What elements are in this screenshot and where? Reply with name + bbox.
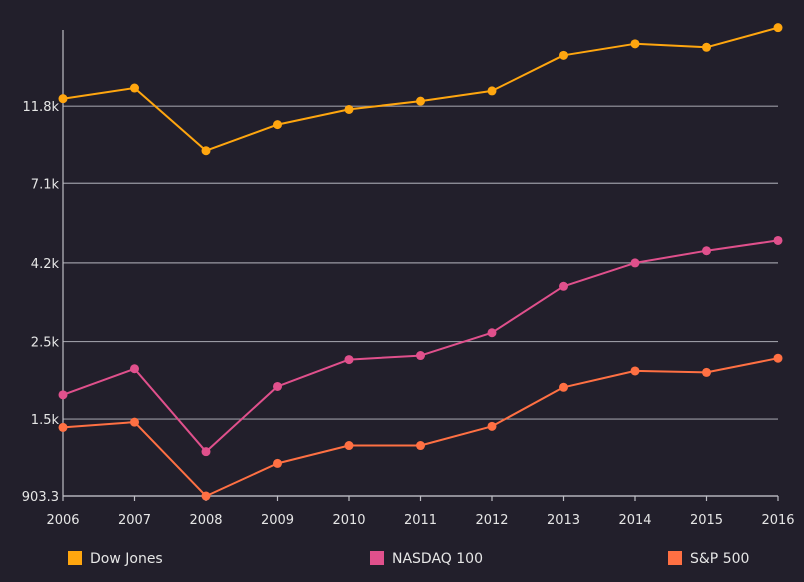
data-point[interactable]: [487, 328, 497, 338]
data-point[interactable]: [702, 42, 711, 52]
data-point[interactable]: [559, 281, 568, 291]
data-point[interactable]: [58, 390, 68, 400]
y-tick-label: 4.2k: [31, 257, 60, 272]
x-tick-label: 2013: [547, 513, 580, 528]
series-lines: [58, 23, 783, 501]
y-tick-label: 903.3: [22, 490, 59, 505]
data-point[interactable]: [630, 258, 640, 268]
grid-lines: [63, 105, 778, 497]
y-tick-label: 1.5k: [31, 413, 60, 428]
x-tick-label: 2015: [690, 513, 723, 528]
legend-label: NASDAQ 100: [392, 551, 483, 567]
data-point[interactable]: [201, 146, 211, 156]
data-point[interactable]: [702, 367, 711, 377]
legend-swatch: [668, 551, 682, 565]
data-point[interactable]: [58, 94, 68, 104]
x-tick-label: 2012: [475, 513, 508, 528]
data-point[interactable]: [130, 364, 139, 374]
data-point[interactable]: [273, 381, 282, 391]
data-point[interactable]: [630, 39, 640, 49]
data-point[interactable]: [416, 441, 425, 451]
x-tick-label: 2009: [261, 513, 294, 528]
data-point[interactable]: [273, 120, 282, 130]
data-point[interactable]: [773, 353, 783, 363]
y-tick-label: 2.5k: [31, 336, 60, 351]
data-point[interactable]: [416, 96, 425, 106]
data-point[interactable]: [344, 441, 354, 451]
x-tick-label: 2016: [761, 513, 794, 528]
data-point[interactable]: [344, 104, 354, 114]
legend-swatch: [68, 551, 82, 565]
x-tick-label: 2010: [332, 513, 365, 528]
data-point[interactable]: [273, 458, 282, 468]
data-point[interactable]: [130, 417, 139, 427]
x-tick-label: 2014: [618, 513, 651, 528]
data-point[interactable]: [344, 355, 354, 365]
data-point[interactable]: [416, 351, 425, 361]
x-tick-label: 2008: [189, 513, 222, 528]
legend-label: Dow Jones: [90, 551, 163, 567]
data-point[interactable]: [201, 447, 211, 457]
x-tick-label: 2007: [118, 513, 151, 528]
legend-swatch: [370, 551, 384, 565]
data-point[interactable]: [559, 382, 568, 392]
data-point[interactable]: [487, 86, 497, 96]
data-point[interactable]: [58, 422, 68, 432]
legend-label: S&P 500: [690, 551, 749, 567]
y-tick-label: 11.8k: [23, 100, 60, 115]
data-point[interactable]: [702, 246, 711, 256]
series-line-2: [62, 357, 779, 498]
y-tick-label: 7.1k: [31, 177, 60, 192]
series-line-0: [62, 26, 779, 152]
x-tick-label: 2006: [46, 513, 79, 528]
axes: 903.3 1.5k 2.5k 4.2k 7.1k 11.8k 2006 2007 2008 20…: [22, 30, 795, 528]
data-point[interactable]: [773, 23, 783, 33]
data-point[interactable]: [559, 50, 568, 60]
data-point[interactable]: [630, 366, 640, 376]
legend: Dow Jones NASDAQ 100 S&P 500: [68, 551, 749, 567]
data-point[interactable]: [773, 235, 783, 245]
data-point[interactable]: [130, 83, 139, 93]
data-point[interactable]: [201, 491, 211, 501]
series-line-1: [62, 239, 779, 453]
data-point[interactable]: [487, 421, 497, 431]
x-tick-label: 2011: [404, 513, 437, 528]
